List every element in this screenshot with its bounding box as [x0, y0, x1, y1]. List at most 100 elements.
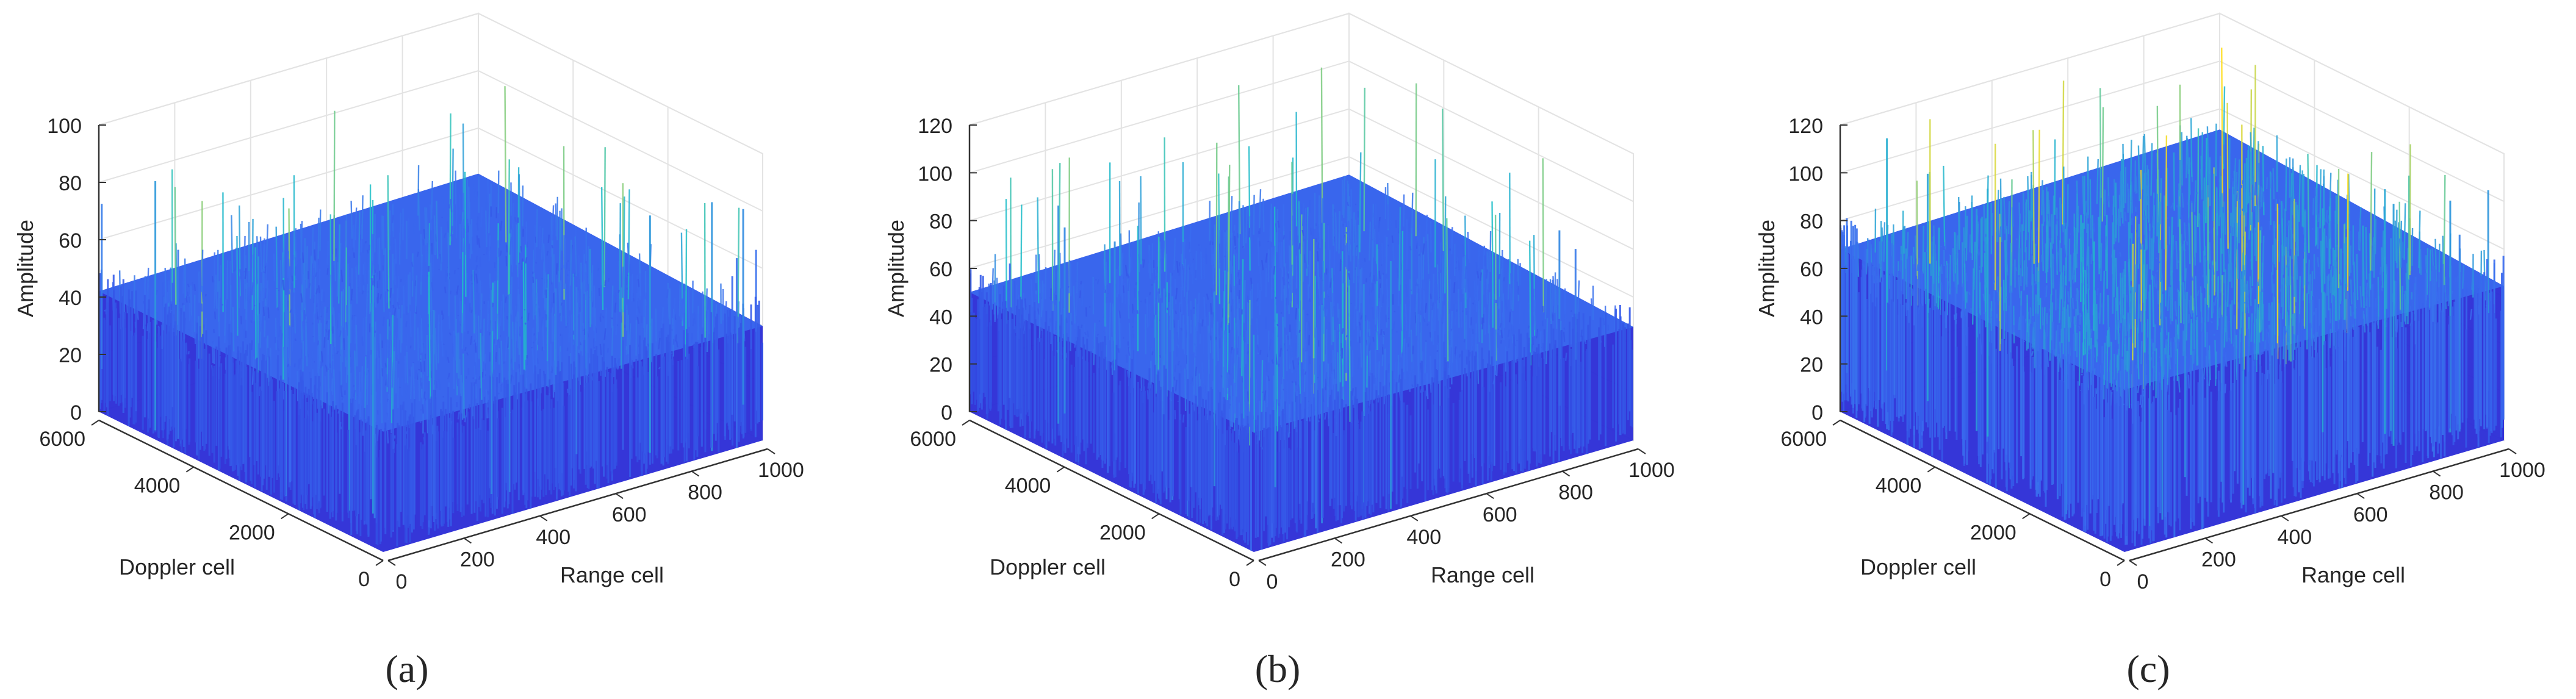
surface-spike	[211, 276, 214, 283]
surface-spike	[394, 238, 397, 267]
surface-spike	[1340, 221, 1344, 250]
z-tick-label: 0	[70, 401, 82, 425]
surface-spike	[1185, 368, 1188, 385]
surface-spike	[1602, 318, 1605, 326]
surface-spike	[1337, 263, 1339, 280]
surface-spike	[231, 215, 234, 273]
surface-spike	[2142, 173, 2146, 220]
surface-spike	[392, 304, 395, 309]
surface-spike	[2157, 290, 2159, 304]
surface-spike	[1332, 204, 1334, 246]
surface-spike	[452, 148, 454, 234]
surface-spike	[2142, 135, 2145, 190]
surface-spike	[1037, 308, 1040, 315]
surface-spike	[2282, 278, 2285, 320]
surface-spike	[215, 274, 218, 309]
surface-spike	[278, 326, 281, 338]
surface-spike	[1278, 242, 1281, 268]
surface-spike	[371, 260, 373, 277]
range-tick	[1258, 560, 1267, 566]
surface-spike	[546, 251, 549, 256]
surface-spike	[329, 363, 331, 368]
surface-spike	[1081, 283, 1084, 306]
axes: 0 20 40 60 80 100 120 0 2000 4000 6000 0 200 400 600 80…	[883, 115, 1675, 593]
surface-spike	[1326, 293, 1329, 310]
surface-spike	[1330, 363, 1333, 371]
surface-spike	[464, 171, 467, 297]
surface-spike	[211, 345, 214, 364]
surface-spike	[188, 296, 191, 304]
surface-spike	[1151, 351, 1154, 356]
surface-spike	[1182, 315, 1184, 349]
surface-spike	[190, 285, 193, 319]
surface-spike	[469, 267, 472, 287]
surface-spike	[436, 200, 439, 259]
surface-spike	[452, 343, 454, 354]
surface-spike	[1377, 331, 1380, 353]
surface-spike	[1350, 189, 1353, 220]
surface-spike	[2253, 299, 2256, 343]
surface-spike	[1506, 259, 1509, 278]
surface-spike	[499, 231, 502, 245]
surface-spike	[1340, 343, 1342, 352]
z-gridline	[969, 12, 1634, 154]
surface-spike	[400, 287, 403, 301]
surface-spike	[473, 339, 476, 343]
surface-spike	[1024, 298, 1027, 310]
surface-spike	[1087, 330, 1090, 337]
surface-spike	[640, 325, 643, 345]
surface-spike	[1076, 262, 1079, 293]
surface-spike	[359, 391, 362, 418]
surface-spike	[516, 368, 519, 400]
surface-spike	[1140, 373, 1143, 392]
surface-spike	[2326, 215, 2330, 224]
surface-spike	[556, 263, 558, 275]
surface-spike	[1512, 264, 1515, 311]
surface-spike	[2403, 203, 2406, 260]
surface-spike	[1075, 292, 1078, 317]
surface-spike	[423, 391, 426, 399]
range-tick	[387, 560, 396, 566]
surface-spike	[406, 345, 409, 385]
surface-spike	[514, 304, 518, 317]
surface-spike	[1245, 267, 1248, 286]
surface-spike	[406, 306, 408, 315]
surface-spike	[2273, 221, 2276, 265]
surface-spike	[232, 307, 235, 352]
doppler-tick	[1246, 560, 1254, 566]
surface-spike	[450, 226, 453, 237]
surface-spike	[487, 400, 490, 408]
surface-spike	[201, 249, 204, 292]
surface-spike	[369, 270, 371, 314]
surface-spike	[1303, 351, 1307, 392]
range-tick	[539, 515, 548, 522]
surface-spike	[1306, 313, 1309, 316]
surface-spike	[2194, 340, 2197, 354]
surface-spike	[2084, 200, 2087, 217]
surface-spike	[1277, 323, 1280, 338]
surface-spike	[2411, 228, 2414, 266]
surface-spike	[380, 218, 383, 235]
surface-spike	[1883, 222, 1886, 262]
surface-spike	[325, 320, 328, 324]
surface-spike	[1496, 306, 1498, 333]
surface-spike	[1358, 321, 1361, 326]
surface-spike	[1307, 215, 1310, 240]
surface-spike	[1121, 276, 1124, 303]
surface-spike	[1384, 349, 1386, 385]
surface-spike	[2256, 281, 2259, 325]
surface-spike	[1238, 425, 1241, 436]
surface-spike	[1556, 279, 1559, 306]
surface-spike	[2409, 144, 2411, 275]
surface-spike	[1192, 385, 1195, 412]
surface-spike	[1251, 234, 1254, 253]
surface-spike	[1180, 287, 1183, 315]
surface-spike	[1406, 221, 1409, 237]
surface-spike	[1040, 280, 1044, 317]
surface-spike	[246, 344, 248, 356]
surface-spike	[2268, 220, 2271, 231]
surface-spike	[368, 245, 370, 251]
surface-spike	[447, 356, 450, 364]
surface-spike	[1256, 298, 1259, 302]
surface-spike	[600, 187, 604, 310]
